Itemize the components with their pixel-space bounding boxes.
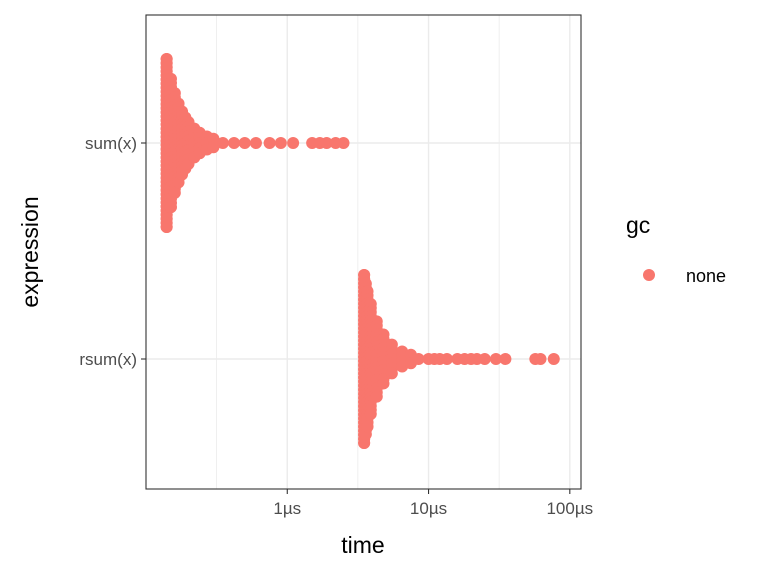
data-point xyxy=(160,221,173,233)
data-points xyxy=(160,53,560,449)
data-point xyxy=(377,377,390,390)
legend: gc none xyxy=(626,212,726,286)
data-point xyxy=(168,186,181,199)
legend-title: gc xyxy=(626,212,650,238)
y-axis-title: expression xyxy=(17,196,43,307)
data-point xyxy=(478,353,491,365)
x-tick-label: 10µs xyxy=(410,499,447,518)
panel-border xyxy=(145,14,582,490)
x-tick-label: 100µs xyxy=(546,499,593,518)
data-point xyxy=(274,137,287,149)
data-point xyxy=(207,132,220,145)
data-point xyxy=(249,137,262,149)
x-tick-label: 1µs xyxy=(273,499,301,518)
data-point xyxy=(216,137,229,149)
data-point xyxy=(320,137,333,149)
y-tick-label: rsum(x) xyxy=(79,350,137,369)
data-point xyxy=(364,408,377,421)
data-point xyxy=(287,137,300,149)
data-point xyxy=(263,137,276,149)
data-point xyxy=(370,390,383,403)
data-point xyxy=(238,137,251,149)
y-axis: sum(x) rsum(x) xyxy=(79,134,146,369)
y-tick-label: sum(x) xyxy=(85,134,137,153)
x-axis: 1µs 10µs 100µs xyxy=(273,489,593,518)
legend-label-none: none xyxy=(686,266,726,286)
data-point xyxy=(164,201,177,214)
x-axis-title: time xyxy=(341,532,384,558)
data-point xyxy=(489,353,502,365)
data-point xyxy=(440,353,453,365)
data-point xyxy=(207,141,220,154)
data-point xyxy=(337,137,350,149)
data-point xyxy=(412,353,425,365)
data-point xyxy=(547,353,560,365)
data-point xyxy=(385,367,398,380)
legend-key-none xyxy=(643,269,655,281)
data-point xyxy=(499,353,512,365)
data-point xyxy=(228,137,241,149)
data-point xyxy=(534,353,547,365)
data-point xyxy=(361,420,374,433)
minor-gridlines xyxy=(216,15,500,489)
